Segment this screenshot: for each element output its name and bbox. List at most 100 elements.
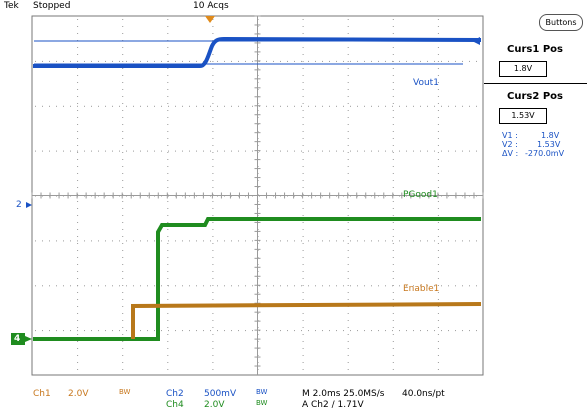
grid-dot xyxy=(259,240,260,242)
grid-dot xyxy=(302,103,304,104)
grid-dot xyxy=(98,150,99,152)
grid-dot xyxy=(91,330,92,332)
grid-dot xyxy=(168,285,169,287)
grid-dot xyxy=(245,60,246,62)
grid-dot xyxy=(371,150,372,152)
grid-dot xyxy=(343,240,344,242)
grid-dot xyxy=(77,236,79,237)
grid-dot xyxy=(437,243,439,244)
grid-dot xyxy=(302,313,304,314)
grid-dot xyxy=(167,61,169,62)
grid-dot xyxy=(329,330,330,332)
grid-dot xyxy=(448,150,449,152)
grid-dot xyxy=(343,330,344,332)
grid-dot xyxy=(122,110,124,111)
grid-dot xyxy=(347,257,349,258)
grid-dot xyxy=(35,285,36,287)
grid-dot xyxy=(168,330,169,332)
grid-dot xyxy=(392,105,393,107)
grid-dot xyxy=(280,150,281,152)
grid-dot xyxy=(70,330,71,332)
grid-dot xyxy=(273,285,274,287)
grid-dot xyxy=(302,229,304,230)
grid-dot xyxy=(437,47,439,48)
grid-dot xyxy=(287,285,288,287)
grid-dot xyxy=(476,240,477,242)
grid-dot xyxy=(462,105,463,107)
grid-dot xyxy=(212,159,214,160)
grid-dot xyxy=(347,131,349,132)
grid-dot xyxy=(245,240,246,242)
grid-dot xyxy=(189,60,190,62)
grid-dot xyxy=(56,150,57,152)
grid-dot xyxy=(455,330,456,332)
grid-dot xyxy=(63,60,64,62)
grid-dot xyxy=(392,47,394,48)
grid-dot xyxy=(252,150,253,152)
grid-dot xyxy=(273,105,274,107)
curs1-pos-value[interactable]: 1.8V xyxy=(499,61,547,77)
grid-dot xyxy=(350,150,351,152)
grid-dot xyxy=(392,131,394,132)
grid-dot xyxy=(280,330,281,332)
grid-dot xyxy=(167,110,169,111)
ch4-name: Ch4 xyxy=(166,400,184,410)
grid-dot xyxy=(122,68,124,69)
grid-dot xyxy=(77,131,79,132)
grid-dot xyxy=(413,285,414,287)
grid-dot xyxy=(238,330,239,332)
grid-dot xyxy=(302,208,304,209)
grid-dot xyxy=(385,240,386,242)
grid-dot xyxy=(196,330,197,332)
buttons-button[interactable]: Buttons xyxy=(539,14,583,31)
grid-dot xyxy=(315,150,316,152)
grid-dot xyxy=(392,173,394,174)
grid-dot xyxy=(105,105,106,107)
grid-dot xyxy=(161,240,162,242)
grid-dot xyxy=(217,330,218,332)
grid-dot xyxy=(347,19,349,20)
readout-dv-value: -270.0mV xyxy=(525,149,565,158)
grid-dot xyxy=(105,330,106,332)
grid-dot xyxy=(212,152,214,153)
grid-dot xyxy=(210,240,211,242)
grid-dot xyxy=(302,110,304,111)
grid-dot xyxy=(399,330,400,332)
grid-dot xyxy=(308,60,309,62)
grid-dot xyxy=(302,173,304,174)
grid-dot xyxy=(167,285,169,286)
grid-dot xyxy=(122,19,124,20)
grid-dot xyxy=(329,285,330,287)
grid-dot xyxy=(167,180,169,181)
grid-dot xyxy=(182,330,183,332)
grid-dot xyxy=(122,348,124,349)
grid-dot xyxy=(347,320,349,321)
grid-dot xyxy=(434,330,435,332)
grid-dot xyxy=(35,240,36,242)
curs2-pos-value[interactable]: 1.53V xyxy=(499,108,547,124)
grid-dot xyxy=(212,285,214,286)
grid-dot xyxy=(122,103,124,104)
grid-dot xyxy=(77,264,79,265)
vout-trace xyxy=(33,36,482,68)
ch1-bw: BW xyxy=(119,388,131,396)
grid-dot xyxy=(77,26,79,27)
grid-dot xyxy=(413,330,414,332)
grid-dot xyxy=(413,105,414,107)
grid-dot xyxy=(350,285,351,287)
grid-dot xyxy=(371,240,372,242)
grid-dot xyxy=(42,285,43,287)
grid-dot xyxy=(302,68,304,69)
grid-dot xyxy=(347,61,349,62)
grid-dot xyxy=(350,105,351,107)
grid-dot xyxy=(122,96,124,97)
grid-dot xyxy=(392,285,394,286)
grid-dot xyxy=(212,292,214,293)
grid-dot xyxy=(347,82,349,83)
grid-dot xyxy=(77,145,79,146)
grid-dot xyxy=(476,330,477,332)
trigger-readout: A Ch2 ∕ 1.71V xyxy=(302,400,364,410)
grid-dot xyxy=(119,150,120,152)
grid-dot xyxy=(70,285,71,287)
grid-dot xyxy=(315,285,316,287)
